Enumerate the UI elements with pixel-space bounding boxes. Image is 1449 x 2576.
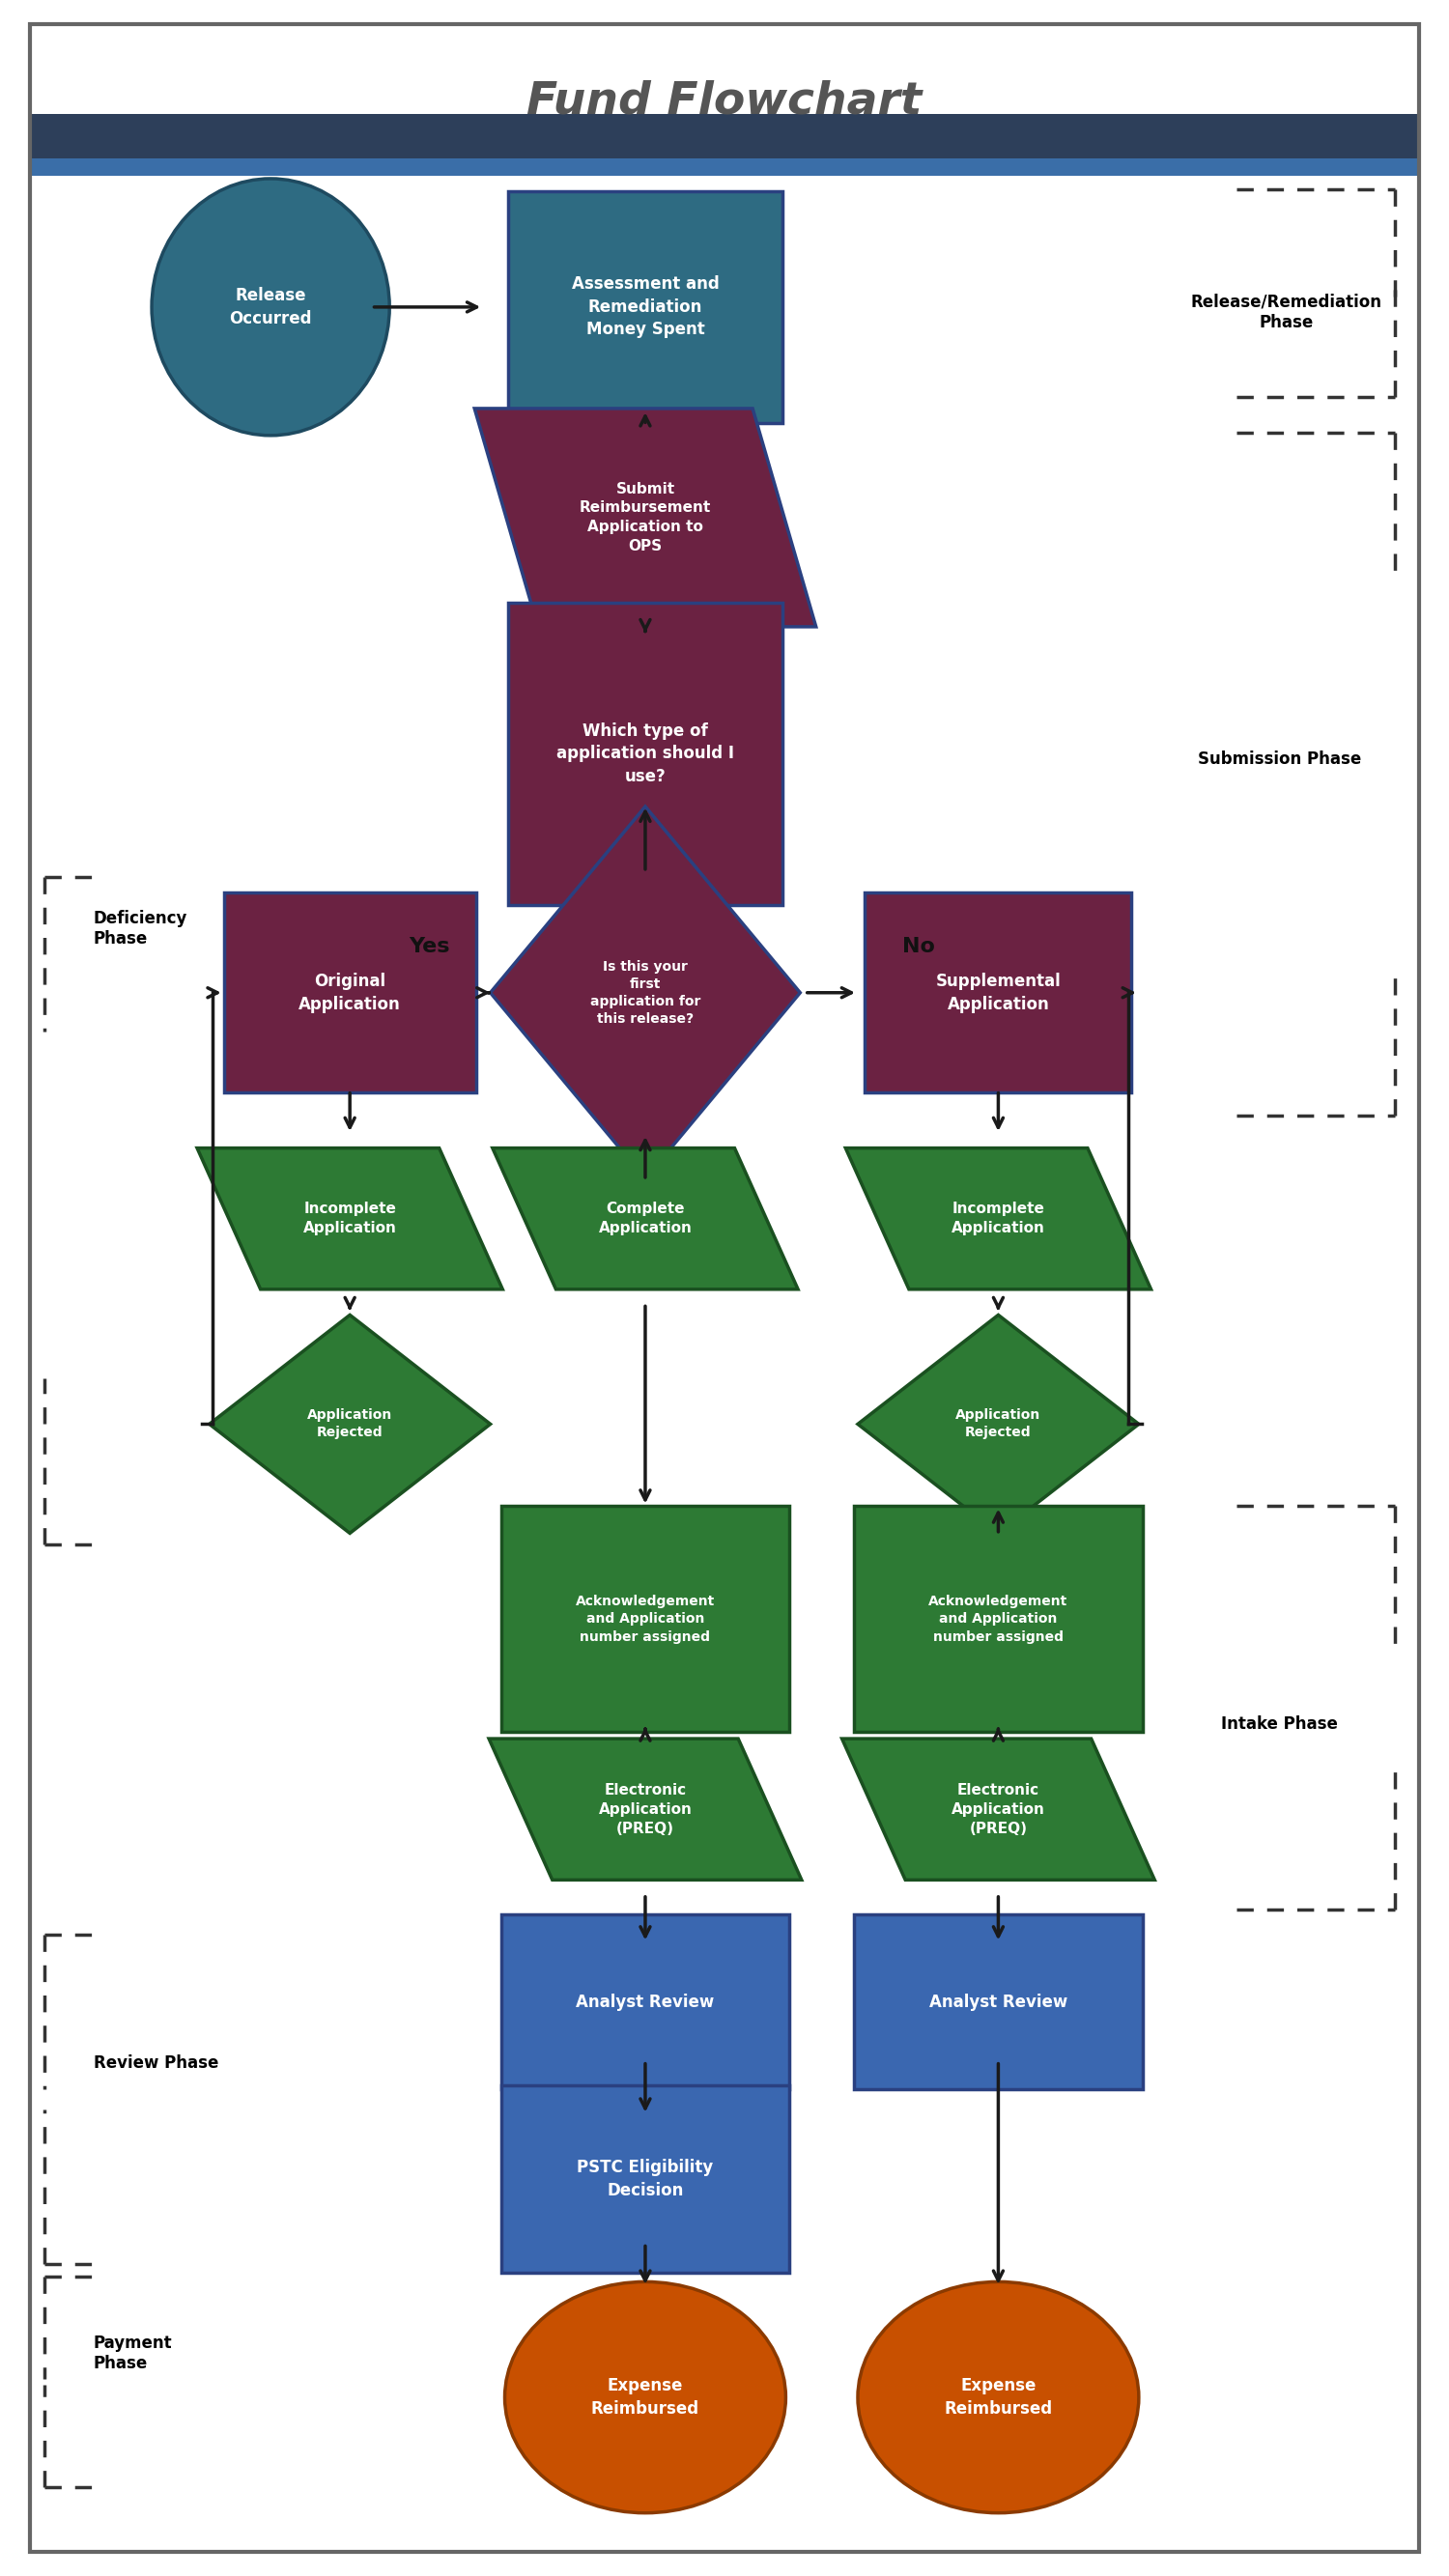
Text: Review Phase: Review Phase bbox=[93, 2056, 219, 2071]
Text: Electronic
Application
(PREQ): Electronic Application (PREQ) bbox=[598, 1783, 693, 1837]
Text: Incomplete
Application: Incomplete Application bbox=[303, 1203, 397, 1236]
Polygon shape bbox=[842, 1739, 1155, 1880]
Text: Submission Phase: Submission Phase bbox=[1197, 750, 1361, 768]
Polygon shape bbox=[493, 1149, 798, 1288]
Text: Submit
Reimbursement
Application to
OPS: Submit Reimbursement Application to OPS bbox=[580, 482, 711, 554]
Text: Analyst Review: Analyst Review bbox=[577, 1994, 714, 2012]
Polygon shape bbox=[197, 1149, 503, 1288]
Bar bbox=[509, 603, 782, 904]
Text: Is this your
first
application for
this release?: Is this your first application for this … bbox=[590, 961, 700, 1025]
Text: Complete
Application: Complete Application bbox=[598, 1203, 693, 1236]
Text: Deficiency
Phase: Deficiency Phase bbox=[93, 909, 187, 948]
Text: Intake Phase: Intake Phase bbox=[1222, 1716, 1337, 1734]
Polygon shape bbox=[858, 1314, 1139, 1533]
Text: Expense
Reimbursed: Expense Reimbursed bbox=[945, 2378, 1052, 2416]
Polygon shape bbox=[488, 1739, 801, 1880]
Bar bbox=[865, 891, 1132, 1092]
Ellipse shape bbox=[858, 2282, 1139, 2514]
Bar bbox=[223, 891, 475, 1092]
Text: Supplemental
Application: Supplemental Application bbox=[936, 974, 1061, 1012]
Text: Payment
Phase: Payment Phase bbox=[93, 2334, 172, 2372]
Polygon shape bbox=[846, 1149, 1151, 1288]
Bar bbox=[509, 191, 782, 422]
Text: Acknowledgement
and Application
number assigned: Acknowledgement and Application number a… bbox=[929, 1595, 1068, 1643]
Bar bbox=[30, 157, 1419, 175]
Bar bbox=[853, 1507, 1142, 1731]
Bar bbox=[501, 2087, 790, 2272]
Ellipse shape bbox=[504, 2282, 785, 2514]
Ellipse shape bbox=[152, 178, 390, 435]
Text: PSTC Eligibility
Decision: PSTC Eligibility Decision bbox=[577, 2159, 713, 2200]
Text: Yes: Yes bbox=[409, 938, 449, 956]
Text: Release
Occurred: Release Occurred bbox=[229, 286, 312, 327]
Text: Application
Rejected: Application Rejected bbox=[956, 1409, 1040, 1440]
Polygon shape bbox=[490, 806, 800, 1180]
Text: Assessment and
Remediation
Money Spent: Assessment and Remediation Money Spent bbox=[571, 276, 719, 337]
Bar bbox=[853, 1914, 1142, 2089]
Text: Release/Remediation
Phase: Release/Remediation Phase bbox=[1191, 294, 1382, 330]
Text: Which type of
application should I
use?: Which type of application should I use? bbox=[556, 721, 735, 786]
Text: Analyst Review: Analyst Review bbox=[929, 1994, 1068, 2012]
Bar bbox=[501, 1507, 790, 1731]
Text: Incomplete
Application: Incomplete Application bbox=[952, 1203, 1045, 1236]
Text: Application
Rejected: Application Rejected bbox=[307, 1409, 393, 1440]
Text: Acknowledgement
and Application
number assigned: Acknowledgement and Application number a… bbox=[575, 1595, 714, 1643]
Polygon shape bbox=[209, 1314, 490, 1533]
Bar bbox=[501, 1914, 790, 2089]
Polygon shape bbox=[474, 410, 816, 626]
Bar bbox=[30, 113, 1419, 160]
Text: No: No bbox=[903, 938, 936, 956]
Text: Expense
Reimbursed: Expense Reimbursed bbox=[591, 2378, 700, 2416]
Text: Electronic
Application
(PREQ): Electronic Application (PREQ) bbox=[952, 1783, 1045, 1837]
Text: Fund Flowchart: Fund Flowchart bbox=[527, 80, 922, 124]
Text: Original
Application: Original Application bbox=[298, 974, 401, 1012]
